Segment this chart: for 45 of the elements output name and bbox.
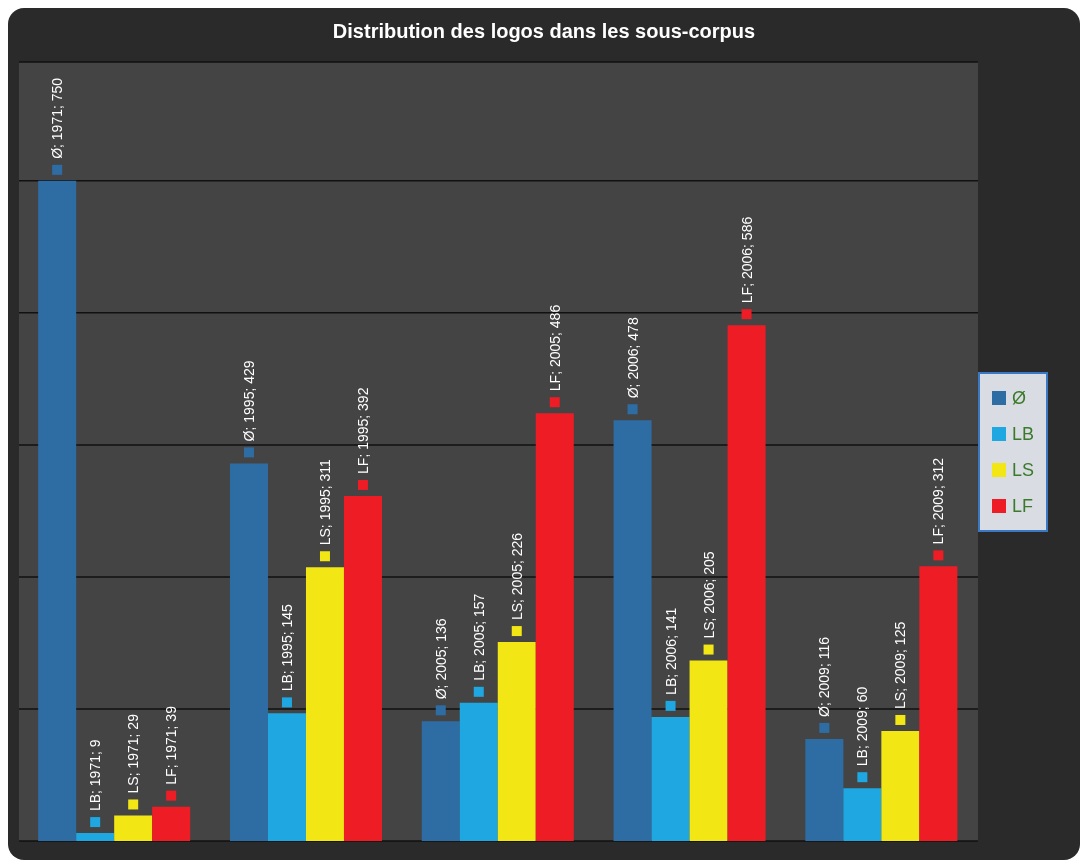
data-label: LS; 2006; 205 — [700, 551, 717, 639]
bar — [613, 420, 652, 841]
data-label: LS; 2009; 125 — [892, 621, 909, 709]
data-label: LS; 2005; 226 — [508, 532, 525, 621]
bar — [152, 806, 191, 841]
bar — [689, 660, 728, 841]
bar — [497, 642, 536, 841]
bar — [651, 716, 690, 841]
legend-label: LS — [1011, 459, 1034, 481]
bar — [459, 702, 498, 841]
data-label: LF; 2005; 486 — [546, 304, 563, 392]
data-label: Ø; 1995; 429 — [240, 360, 257, 442]
chart-title: Distribution des logos dans les sous-corpus — [331, 20, 757, 43]
bar — [881, 730, 920, 841]
bar — [421, 721, 460, 841]
bar — [843, 788, 882, 841]
data-label: LB; 2005; 157 — [470, 593, 487, 681]
data-label: LS; 1971; 29 — [125, 713, 142, 794]
data-label: LB; 1971; 9 — [87, 739, 104, 812]
bar — [114, 815, 153, 841]
data-label: Ø; 2005; 136 — [432, 618, 449, 700]
data-label: LB; 2006; 141 — [662, 607, 679, 695]
data-label: LF; 1995; 392 — [354, 387, 371, 474]
data-label: Ø; 2009; 116 — [816, 636, 833, 717]
bar — [305, 567, 344, 841]
legend-label: LB — [1011, 423, 1034, 445]
bar — [727, 325, 766, 841]
legend-label: Ø — [1011, 387, 1026, 409]
data-label: LF; 2006; 586 — [738, 216, 755, 304]
data-label: Ø; 2006; 478 — [624, 317, 641, 399]
bar — [267, 713, 306, 841]
bar — [919, 566, 958, 841]
data-label: LB; 2009; 60 — [854, 686, 871, 767]
data-label: Ø; 1971; 750 — [49, 77, 66, 159]
bar — [805, 738, 844, 841]
bar — [76, 833, 115, 841]
data-label: LB; 1995; 145 — [278, 603, 295, 692]
data-label: LF; 2009; 312 — [930, 457, 947, 545]
bar — [535, 413, 574, 841]
bar — [38, 180, 77, 841]
bar — [229, 463, 268, 841]
legend-label: LF — [1011, 495, 1033, 517]
data-label: LF; 1971; 39 — [163, 705, 180, 785]
bar — [343, 495, 382, 841]
data-label: LS; 1995; 311 — [316, 458, 333, 546]
